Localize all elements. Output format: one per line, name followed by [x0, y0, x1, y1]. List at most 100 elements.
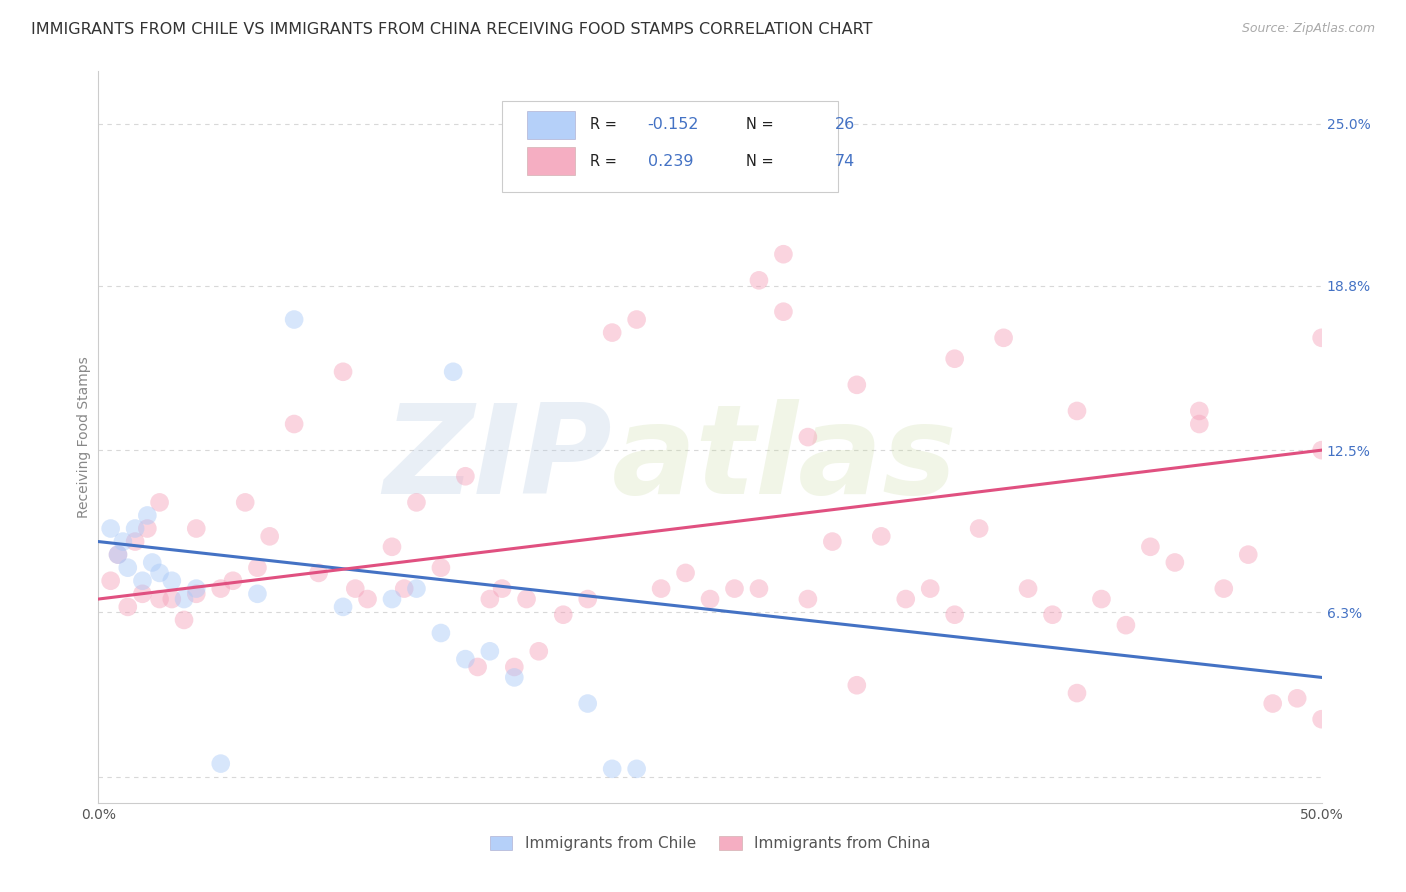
- Point: [209, 756, 232, 771]
- Point: [600, 326, 623, 340]
- Text: 74: 74: [835, 153, 855, 169]
- Point: [107, 548, 129, 562]
- Point: [478, 644, 501, 658]
- Text: Source: ZipAtlas.com: Source: ZipAtlas.com: [1241, 22, 1375, 36]
- Point: [131, 574, 153, 588]
- Point: [100, 574, 122, 588]
- Point: [332, 365, 354, 379]
- FancyBboxPatch shape: [502, 101, 838, 192]
- Text: 26: 26: [835, 117, 855, 132]
- Point: [894, 592, 917, 607]
- Point: [454, 652, 477, 666]
- Point: [430, 626, 453, 640]
- Point: [1090, 592, 1112, 607]
- Point: [136, 521, 159, 535]
- Text: IMMIGRANTS FROM CHILE VS IMMIGRANTS FROM CHINA RECEIVING FOOD STAMPS CORRELATION: IMMIGRANTS FROM CHILE VS IMMIGRANTS FROM…: [31, 22, 873, 37]
- Point: [344, 582, 367, 596]
- Point: [845, 377, 868, 392]
- Point: [1237, 548, 1260, 562]
- Point: [1188, 417, 1211, 431]
- Y-axis label: Receiving Food Stamps: Receiving Food Stamps: [77, 356, 91, 518]
- Text: 0.239: 0.239: [648, 153, 693, 169]
- Point: [100, 521, 122, 535]
- Point: [1261, 697, 1284, 711]
- Point: [503, 670, 526, 684]
- Point: [136, 508, 159, 523]
- Point: [723, 582, 745, 596]
- Point: [943, 351, 966, 366]
- Point: [149, 495, 172, 509]
- Point: [160, 574, 183, 588]
- Point: [107, 548, 129, 562]
- Point: [308, 566, 330, 580]
- Point: [392, 582, 416, 596]
- Point: [920, 582, 942, 596]
- Point: [405, 495, 427, 509]
- Point: [503, 660, 526, 674]
- Point: [233, 495, 256, 509]
- Point: [478, 592, 501, 607]
- Point: [131, 587, 153, 601]
- Point: [1310, 331, 1333, 345]
- Point: [967, 521, 990, 535]
- Point: [356, 592, 378, 607]
- Point: [173, 592, 195, 607]
- Point: [149, 566, 172, 580]
- Point: [124, 521, 146, 535]
- Point: [430, 560, 453, 574]
- Point: [626, 312, 648, 326]
- Point: [576, 592, 599, 607]
- Point: [699, 592, 721, 607]
- Point: [283, 417, 305, 431]
- Point: [943, 607, 966, 622]
- Point: [772, 247, 794, 261]
- Point: [1286, 691, 1309, 706]
- Point: [1066, 404, 1088, 418]
- Point: [553, 607, 575, 622]
- Point: [1188, 404, 1211, 418]
- Point: [209, 582, 232, 596]
- Point: [1310, 443, 1333, 458]
- Point: [515, 592, 537, 607]
- Point: [246, 560, 269, 574]
- Point: [173, 613, 195, 627]
- Point: [405, 582, 427, 596]
- Point: [381, 540, 404, 554]
- Point: [1115, 618, 1137, 632]
- Text: R =: R =: [591, 153, 617, 169]
- Point: [149, 592, 172, 607]
- Point: [600, 762, 623, 776]
- Point: [675, 566, 697, 580]
- Point: [748, 273, 770, 287]
- Point: [650, 582, 672, 596]
- Point: [626, 762, 648, 776]
- FancyBboxPatch shape: [527, 111, 575, 138]
- Point: [246, 587, 269, 601]
- Point: [441, 365, 464, 379]
- Point: [124, 534, 146, 549]
- Point: [1310, 712, 1333, 726]
- Point: [117, 560, 139, 574]
- Point: [186, 521, 208, 535]
- Point: [1042, 607, 1064, 622]
- Text: ZIP: ZIP: [384, 399, 612, 519]
- Point: [454, 469, 477, 483]
- Point: [186, 582, 208, 596]
- Point: [1017, 582, 1039, 596]
- Point: [748, 582, 770, 596]
- Point: [467, 660, 489, 674]
- Point: [993, 331, 1015, 345]
- Point: [821, 534, 844, 549]
- Point: [1212, 582, 1234, 596]
- Point: [160, 592, 183, 607]
- Point: [1164, 556, 1187, 570]
- Text: R =: R =: [591, 117, 617, 132]
- Point: [332, 599, 354, 614]
- Point: [1066, 686, 1088, 700]
- Point: [222, 574, 245, 588]
- Point: [283, 312, 305, 326]
- Text: -0.152: -0.152: [648, 117, 699, 132]
- Point: [845, 678, 868, 692]
- Point: [870, 529, 893, 543]
- Point: [772, 304, 794, 318]
